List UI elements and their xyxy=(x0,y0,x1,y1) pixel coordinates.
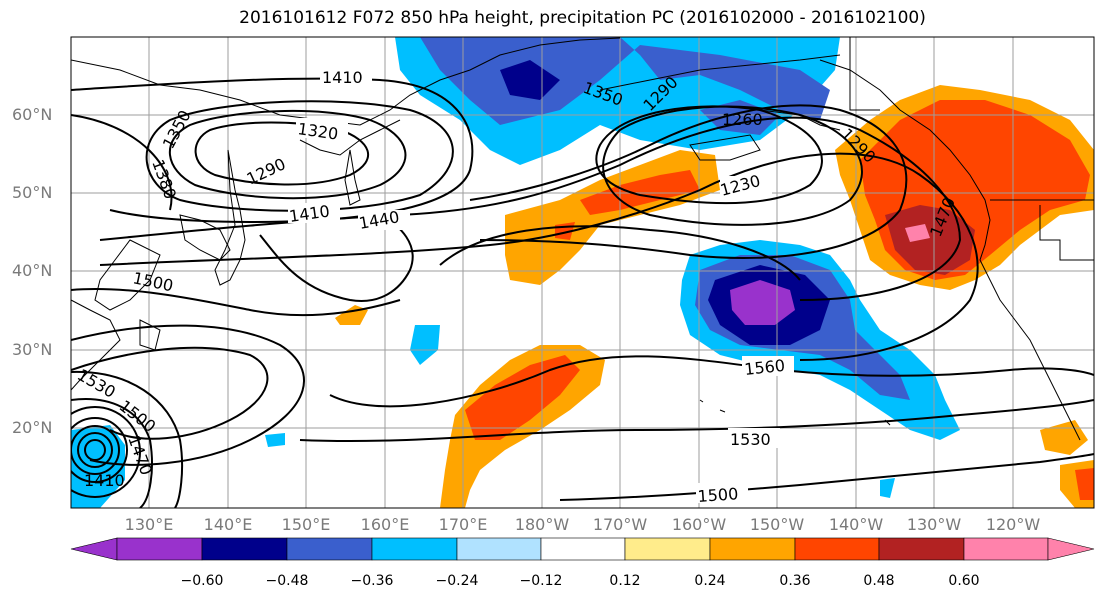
precip-field xyxy=(71,37,1094,508)
colorbar xyxy=(70,537,1095,561)
lon-label: 170°W xyxy=(592,515,648,534)
colorbar-tick-label: −0.48 xyxy=(265,573,309,589)
colorbar-extend-low xyxy=(70,537,118,561)
colorbar-segment xyxy=(116,537,203,561)
colorbar-tick-label: −0.24 xyxy=(435,573,479,589)
map-title: 2016101612 F072 850 hPa height, precipit… xyxy=(239,8,926,28)
lat-label: 60°N xyxy=(12,105,53,124)
lat-label: 40°N xyxy=(12,261,53,280)
colorbar-segment xyxy=(878,537,965,561)
colorbar-segment xyxy=(286,537,373,561)
lat-label: 30°N xyxy=(12,340,53,359)
colorbar-segment xyxy=(371,537,458,561)
lon-label: 140°E xyxy=(203,515,253,534)
colorbar-tick-label: 0.24 xyxy=(694,573,726,589)
colorbar-segment xyxy=(201,537,288,561)
contour-label: 1260 xyxy=(722,110,763,129)
colorbar-tick-label: 0.36 xyxy=(779,573,811,589)
colorbar-tick-label: −0.12 xyxy=(519,573,563,589)
lon-label: 160°E xyxy=(360,515,410,534)
colorbar-tick-label: 0.60 xyxy=(948,573,980,589)
colorbar-segment xyxy=(963,537,1049,561)
map-frame xyxy=(70,36,1095,509)
lon-label: 130°W xyxy=(906,515,962,534)
colorbar-tick-label: 0.48 xyxy=(863,573,895,589)
colorbar-extend-high xyxy=(1047,537,1095,561)
lat-label: 20°N xyxy=(12,418,53,437)
lon-label: 180°W xyxy=(514,515,570,534)
contour-label: 1560 xyxy=(743,356,785,379)
lon-label: 150°E xyxy=(281,515,331,534)
colorbar-segment xyxy=(456,537,542,561)
contour-label: 1410 xyxy=(322,68,363,87)
lon-label: 150°W xyxy=(749,515,805,534)
colorbar-tick-label: −0.60 xyxy=(180,573,224,589)
colorbar-tick-label: −0.36 xyxy=(350,573,394,589)
contour-label: 1530 xyxy=(730,430,771,449)
lon-label: 120°W xyxy=(985,515,1041,534)
colorbar-segment xyxy=(794,537,880,561)
colorbar-segment xyxy=(709,537,796,561)
contour-label: 1410 xyxy=(84,471,125,490)
lat-label: 50°N xyxy=(12,183,53,202)
contour-label: 1500 xyxy=(697,484,739,506)
lon-label: 140°W xyxy=(828,515,884,534)
lon-label: 130°E xyxy=(124,515,174,534)
colorbar-tick-label: 0.12 xyxy=(609,573,641,589)
lon-label: 160°W xyxy=(671,515,727,534)
colorbar-segment xyxy=(624,537,711,561)
colorbar-segment xyxy=(540,537,626,561)
lon-label: 170°E xyxy=(438,515,488,534)
